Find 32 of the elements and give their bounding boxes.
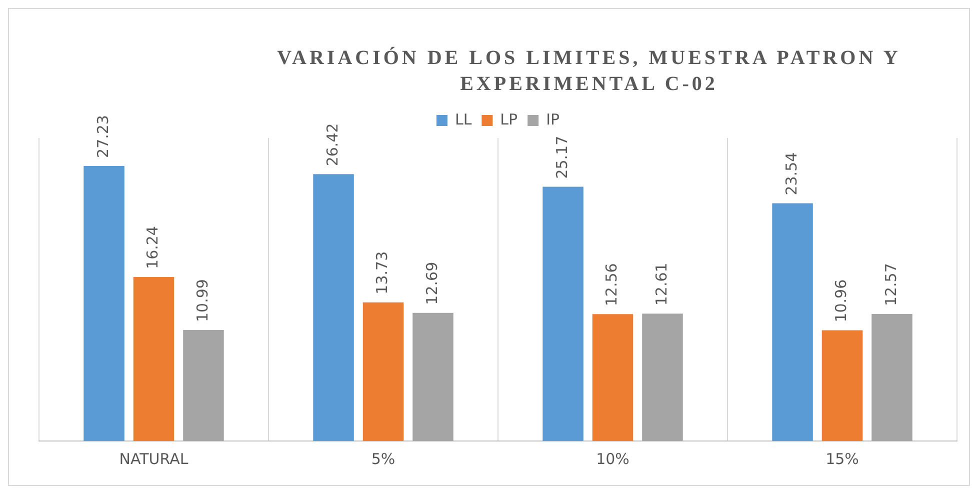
- data-label: 25.17: [552, 136, 571, 179]
- data-label: 23.54: [782, 152, 800, 196]
- legend-label: LL: [454, 110, 472, 128]
- x-tick-label: 10%: [596, 450, 630, 468]
- bar: [412, 312, 454, 441]
- data-label: 16.24: [144, 226, 162, 269]
- data-label: 12.61: [652, 262, 670, 306]
- data-label: 13.73: [373, 251, 392, 294]
- legend-label: IP: [546, 110, 560, 128]
- bar: [313, 174, 354, 441]
- legend-label: LP: [500, 110, 518, 128]
- data-label: 10.99: [193, 279, 212, 322]
- bar: [872, 314, 912, 441]
- data-label: 12.56: [602, 263, 621, 306]
- bar: [133, 276, 174, 441]
- data-label: 10.96: [832, 279, 850, 322]
- data-label: 27.23: [94, 115, 112, 158]
- bar: [362, 302, 404, 441]
- bar: [822, 330, 863, 441]
- data-label: 12.57: [882, 263, 900, 306]
- chart-title: VARIACIÓN DE LOS LIMITES, MUESTRA PATRON Y EXPERIMENTAL C-02: [276, 46, 902, 97]
- x-tick-label: 5%: [371, 450, 396, 468]
- bar: [84, 166, 124, 441]
- bar: [592, 314, 634, 441]
- bar: [542, 186, 584, 441]
- bar: [183, 330, 224, 441]
- x-tick-label: 15%: [826, 450, 859, 468]
- data-label: 26.42: [323, 123, 342, 166]
- bar: [772, 203, 813, 441]
- data-label: 12.69: [422, 262, 441, 305]
- bar: [642, 314, 683, 441]
- x-tick-label: NATURAL: [119, 450, 189, 468]
